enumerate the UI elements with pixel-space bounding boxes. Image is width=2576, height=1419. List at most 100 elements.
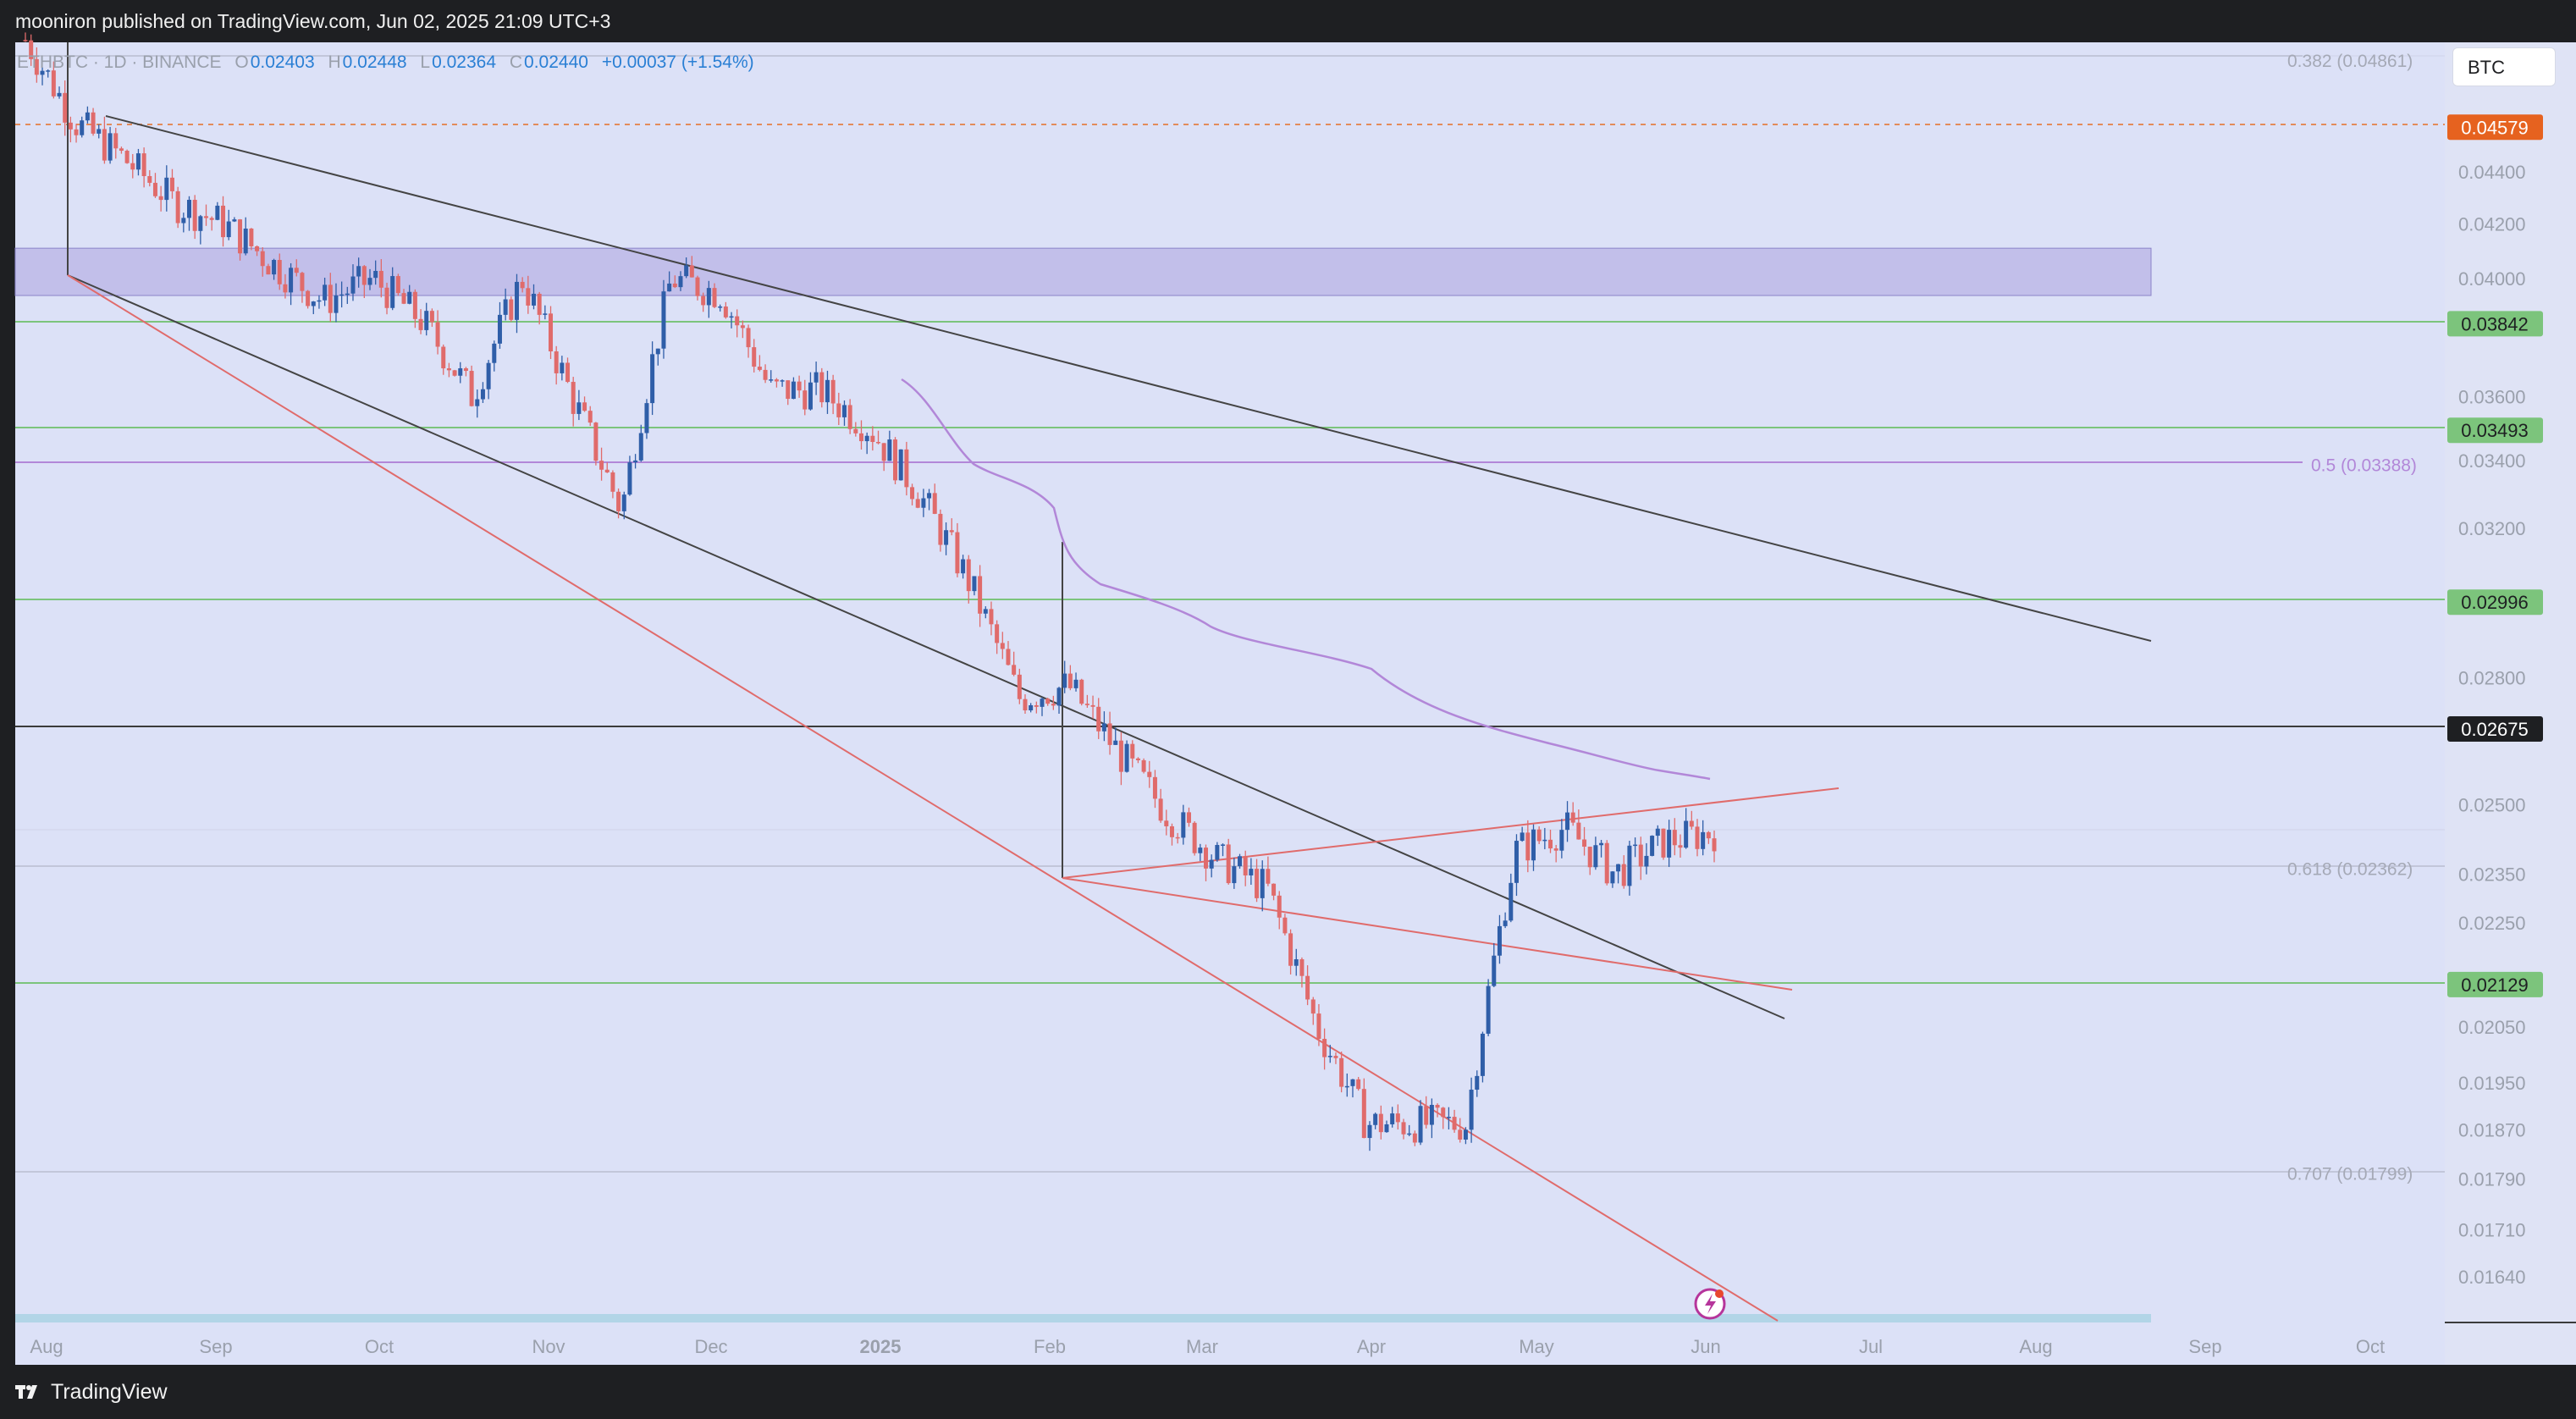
candle-body xyxy=(814,372,819,383)
candle-body xyxy=(130,163,135,170)
candle-body xyxy=(718,306,723,308)
candle-body xyxy=(1339,1057,1344,1087)
time-tick-label: Mar xyxy=(1186,1336,1218,1357)
tradingview-logo[interactable]: TradingView xyxy=(15,1380,168,1404)
candle-body xyxy=(1373,1113,1378,1125)
published-header: mooniron published on TradingView.com, J… xyxy=(0,0,2576,42)
candle-body xyxy=(1627,845,1632,886)
candle-body xyxy=(1361,1089,1366,1139)
candle-body xyxy=(339,294,345,296)
candle-body xyxy=(186,200,191,218)
candle-body xyxy=(983,609,988,614)
candle-body xyxy=(80,120,85,135)
close-label: C xyxy=(509,52,523,72)
candle-body xyxy=(1492,955,1497,986)
candle-body xyxy=(1023,698,1028,711)
candle-body xyxy=(373,270,378,279)
candle-body xyxy=(390,276,395,308)
candle-body xyxy=(1118,740,1123,772)
candle-body xyxy=(1610,871,1615,884)
candle-body xyxy=(819,372,825,403)
time-tick-label: 2025 xyxy=(860,1336,902,1357)
time-tick-label: Jul xyxy=(1859,1336,1883,1357)
lower-trendline xyxy=(67,274,1785,1019)
candle-body xyxy=(1045,698,1051,704)
candle-body xyxy=(684,265,689,277)
time-tick-label: Apr xyxy=(1357,1336,1386,1357)
candle-body xyxy=(311,301,316,306)
candle-body xyxy=(255,246,260,251)
candle-body xyxy=(1587,847,1592,868)
fib-label-0707: 0.707 (0.01799) xyxy=(2287,1165,2413,1184)
flash-icon[interactable] xyxy=(1694,1288,1726,1320)
candle-body xyxy=(910,487,915,500)
time-tick-label: Feb xyxy=(1034,1336,1066,1357)
candle-body xyxy=(769,379,774,381)
candle-body xyxy=(198,216,203,231)
candle-body xyxy=(1282,917,1288,934)
candle-body xyxy=(384,287,389,308)
price-tick-label: 0.04200 xyxy=(2458,214,2526,235)
candle-body xyxy=(1593,845,1598,868)
candle-body xyxy=(1226,844,1231,884)
candle-body xyxy=(1509,882,1514,921)
candle-body xyxy=(91,112,96,134)
price-tag-green xyxy=(2447,417,2543,444)
candle-body xyxy=(1469,1090,1474,1130)
candle-body xyxy=(1350,1079,1355,1086)
candle-body xyxy=(1288,933,1294,966)
candle-body xyxy=(808,382,813,410)
candle-body xyxy=(1012,665,1017,675)
candle-body xyxy=(102,129,107,161)
candle-body xyxy=(306,290,311,306)
time-tick-label: Oct xyxy=(2356,1336,2385,1357)
candle-body xyxy=(1062,673,1067,688)
price-tag-black xyxy=(2447,716,2543,743)
candle-body xyxy=(1221,844,1226,846)
candle-body xyxy=(1536,829,1542,842)
candle-body xyxy=(1299,958,1305,976)
candle-body xyxy=(701,295,706,306)
candle-body xyxy=(108,133,113,161)
candle-body xyxy=(147,175,152,183)
candle-body xyxy=(497,314,502,344)
candle-body xyxy=(249,228,254,246)
candle-body xyxy=(152,182,157,196)
candle-body xyxy=(1644,855,1649,867)
price-tags: 0.04579 0.03842 0.03493 0.02996 0.02675 0.021… xyxy=(2447,114,2543,997)
candle-body xyxy=(1215,844,1220,860)
candle-body xyxy=(1000,643,1005,649)
candle-body xyxy=(1689,820,1694,827)
candle-body xyxy=(582,402,587,411)
candle-body xyxy=(1209,859,1214,869)
candle-body xyxy=(1034,704,1039,707)
candle-body xyxy=(1599,842,1604,846)
candle-body xyxy=(1181,812,1186,838)
candle-body xyxy=(1486,986,1491,1034)
ohlc-legend: ETHBTC · 1D · BINANCE O0.02403 H0.02448 … xyxy=(17,52,763,73)
candle-body xyxy=(209,218,214,220)
candle-body xyxy=(604,469,610,472)
candle-body xyxy=(463,367,468,372)
candle-body xyxy=(429,311,434,323)
candle-body xyxy=(1401,1122,1406,1135)
candle-body xyxy=(509,299,514,320)
compare-symbol-box[interactable]: BTC xyxy=(2452,47,2556,86)
candle-body xyxy=(192,200,197,231)
candle-body xyxy=(514,281,519,320)
candle-body xyxy=(1452,1117,1457,1130)
candle-body xyxy=(395,276,400,294)
candle-body xyxy=(847,405,852,429)
candle-body xyxy=(1266,869,1271,884)
candle-body xyxy=(650,354,655,404)
candle-body xyxy=(543,313,548,315)
candle-body xyxy=(1238,856,1243,867)
candle-body xyxy=(85,112,90,121)
candle-body xyxy=(1029,704,1034,711)
candle-body xyxy=(119,148,124,152)
candle-body xyxy=(317,300,322,302)
candle-body xyxy=(226,221,231,238)
price-chart[interactable]: 0.382 (0.04861) 0.5 (0.03388) 0.618 (0.0… xyxy=(0,0,2576,1365)
candle-body xyxy=(537,293,542,315)
candle-body xyxy=(1678,845,1683,848)
